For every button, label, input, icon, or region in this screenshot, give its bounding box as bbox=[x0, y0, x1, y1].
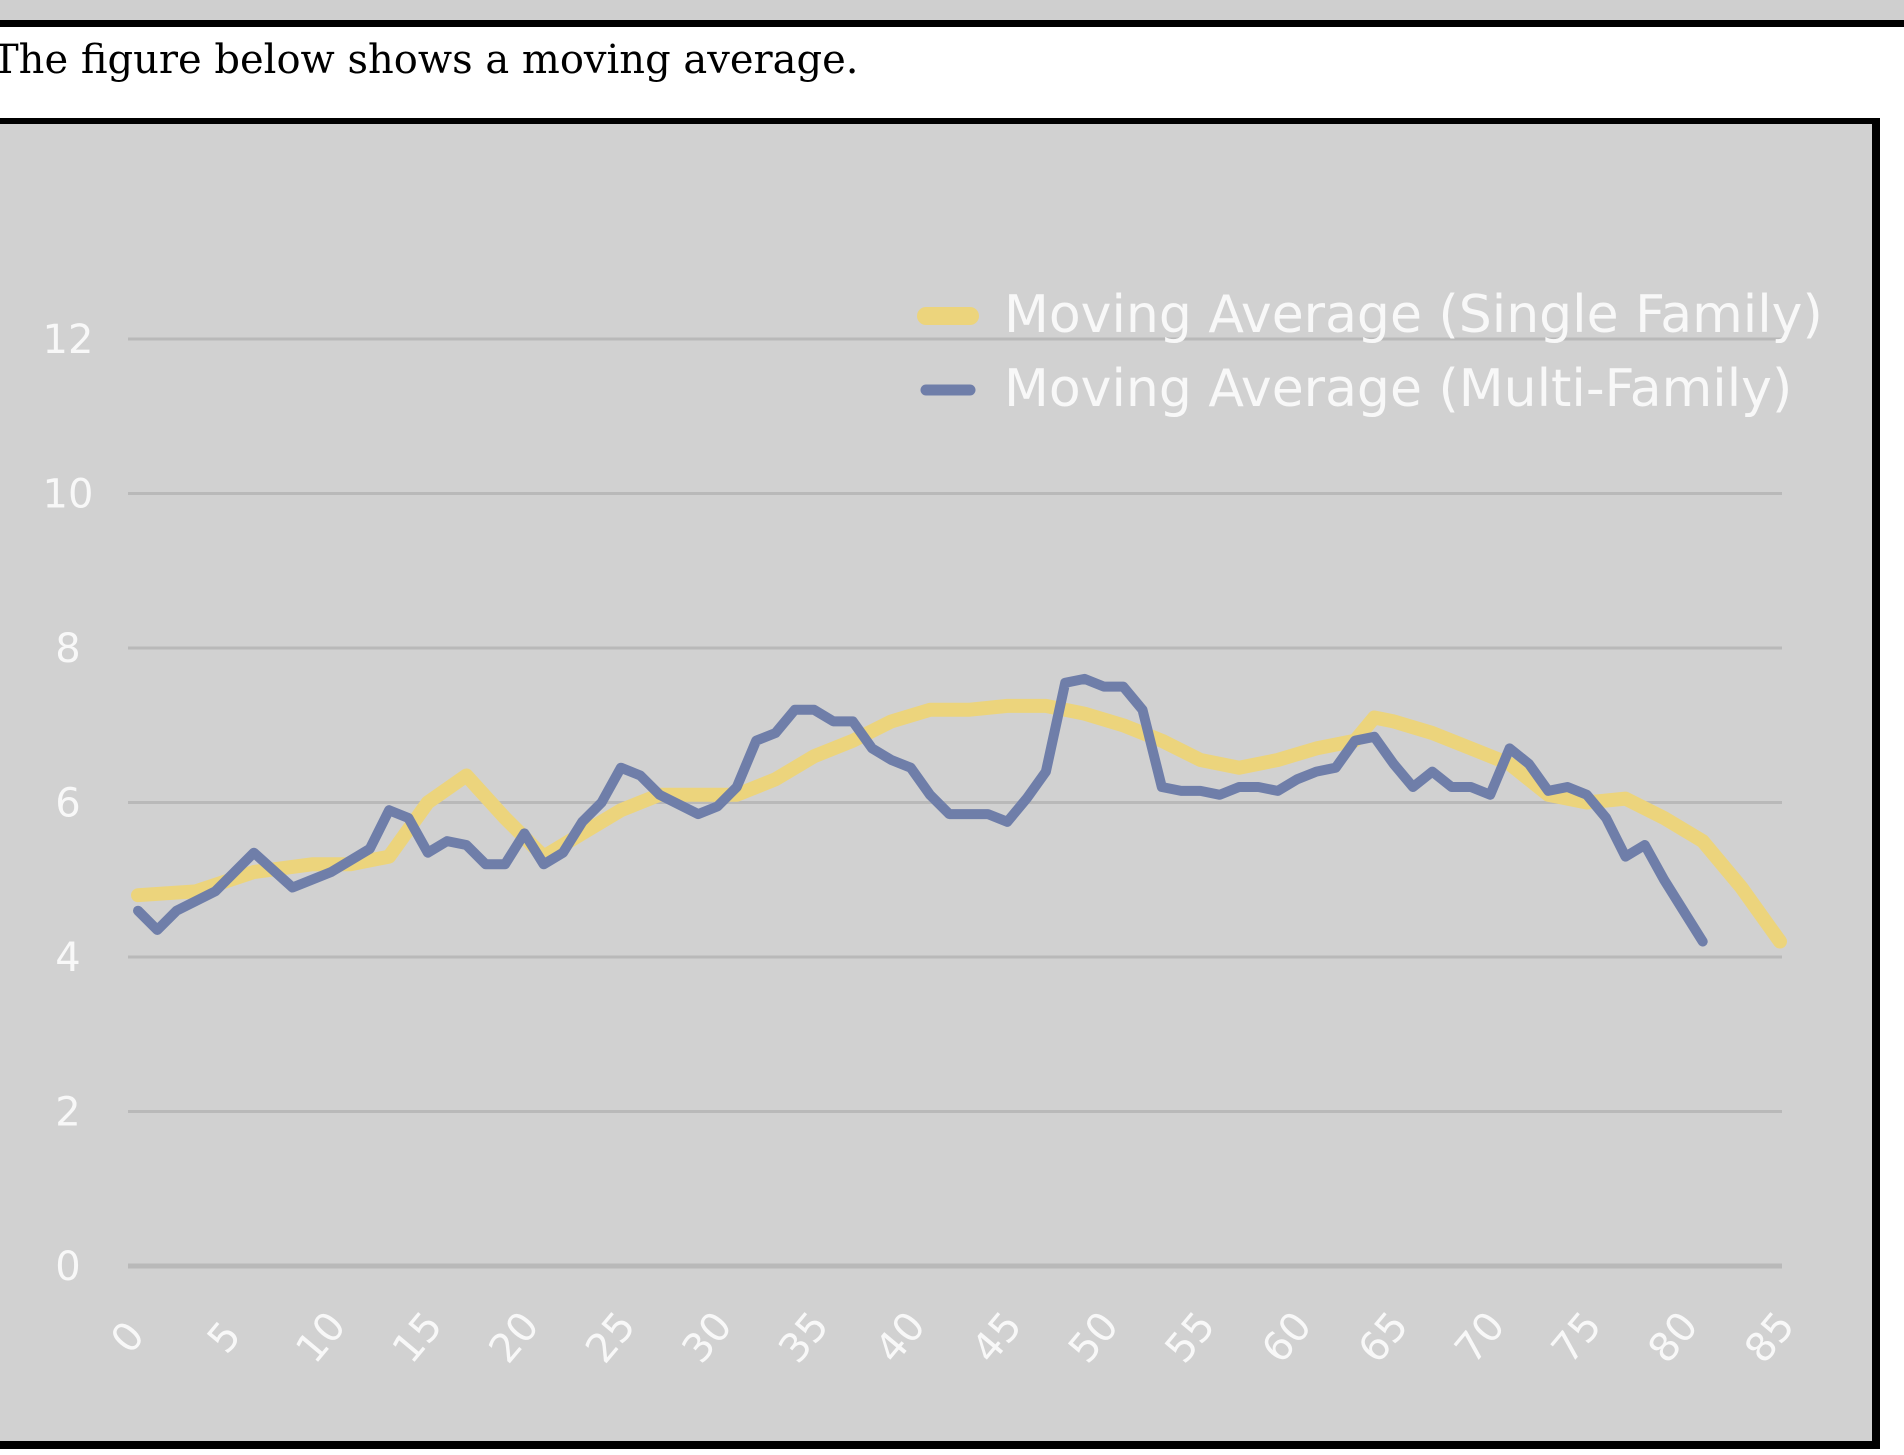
y-tick-label: 12 bbox=[43, 317, 94, 363]
legend-label: Moving Average (Single Family) bbox=[1004, 285, 1823, 345]
y-tick-label: 10 bbox=[43, 472, 94, 518]
series-line-single-family bbox=[131, 698, 1787, 949]
series-line-multi-family bbox=[133, 673, 1708, 947]
x-tick-label: 75 bbox=[1543, 1303, 1611, 1372]
legend: Moving Average (Single Family) Moving Ave… bbox=[917, 285, 1823, 419]
x-tick-label: 60 bbox=[1253, 1303, 1321, 1372]
y-tick-label: 2 bbox=[55, 1090, 80, 1136]
x-tick-label: 40 bbox=[867, 1303, 935, 1372]
gridlines bbox=[128, 337, 1782, 1269]
intro-text: The figure below shows a moving average. bbox=[0, 37, 859, 83]
y-tick-label: 0 bbox=[55, 1244, 80, 1290]
y-tick-label: 8 bbox=[55, 626, 80, 672]
top-background-strip bbox=[0, 0, 1904, 20]
x-tick-label: 55 bbox=[1157, 1303, 1225, 1372]
x-tick-label: 15 bbox=[384, 1303, 452, 1372]
x-tick-label: 50 bbox=[1060, 1303, 1128, 1372]
y-tick-label: 4 bbox=[55, 935, 80, 981]
x-tick-label: 10 bbox=[287, 1303, 355, 1372]
x-tick-label: 0 bbox=[102, 1313, 154, 1362]
x-tick-label: 80 bbox=[1639, 1303, 1707, 1372]
data-series bbox=[131, 673, 1787, 949]
chart-frame: 0 2 4 6 8 10 12 0 5 10 15 20 25 30 35 40 45 50 55 60 65 70 75… bbox=[0, 118, 1880, 1449]
x-axis-ticks: 0 5 10 15 20 25 30 35 40 45 50 55 60 65 70 75 80 85 bbox=[102, 1303, 1804, 1372]
x-tick-label: 30 bbox=[674, 1303, 742, 1372]
x-tick-label: 65 bbox=[1350, 1303, 1418, 1372]
y-axis-ticks: 0 2 4 6 8 10 12 bbox=[43, 317, 94, 1290]
x-tick-label: 85 bbox=[1736, 1303, 1804, 1372]
y-tick-label: 6 bbox=[55, 781, 80, 827]
x-tick-label: 70 bbox=[1446, 1303, 1514, 1372]
legend-label: Moving Average (Multi-Family) bbox=[1004, 359, 1792, 419]
x-tick-label: 35 bbox=[770, 1303, 838, 1372]
x-tick-label: 20 bbox=[480, 1303, 548, 1372]
top-divider-rule bbox=[0, 20, 1904, 27]
x-tick-label: 25 bbox=[577, 1303, 645, 1372]
x-tick-label: 45 bbox=[963, 1303, 1031, 1372]
x-tick-label: 5 bbox=[199, 1313, 251, 1362]
